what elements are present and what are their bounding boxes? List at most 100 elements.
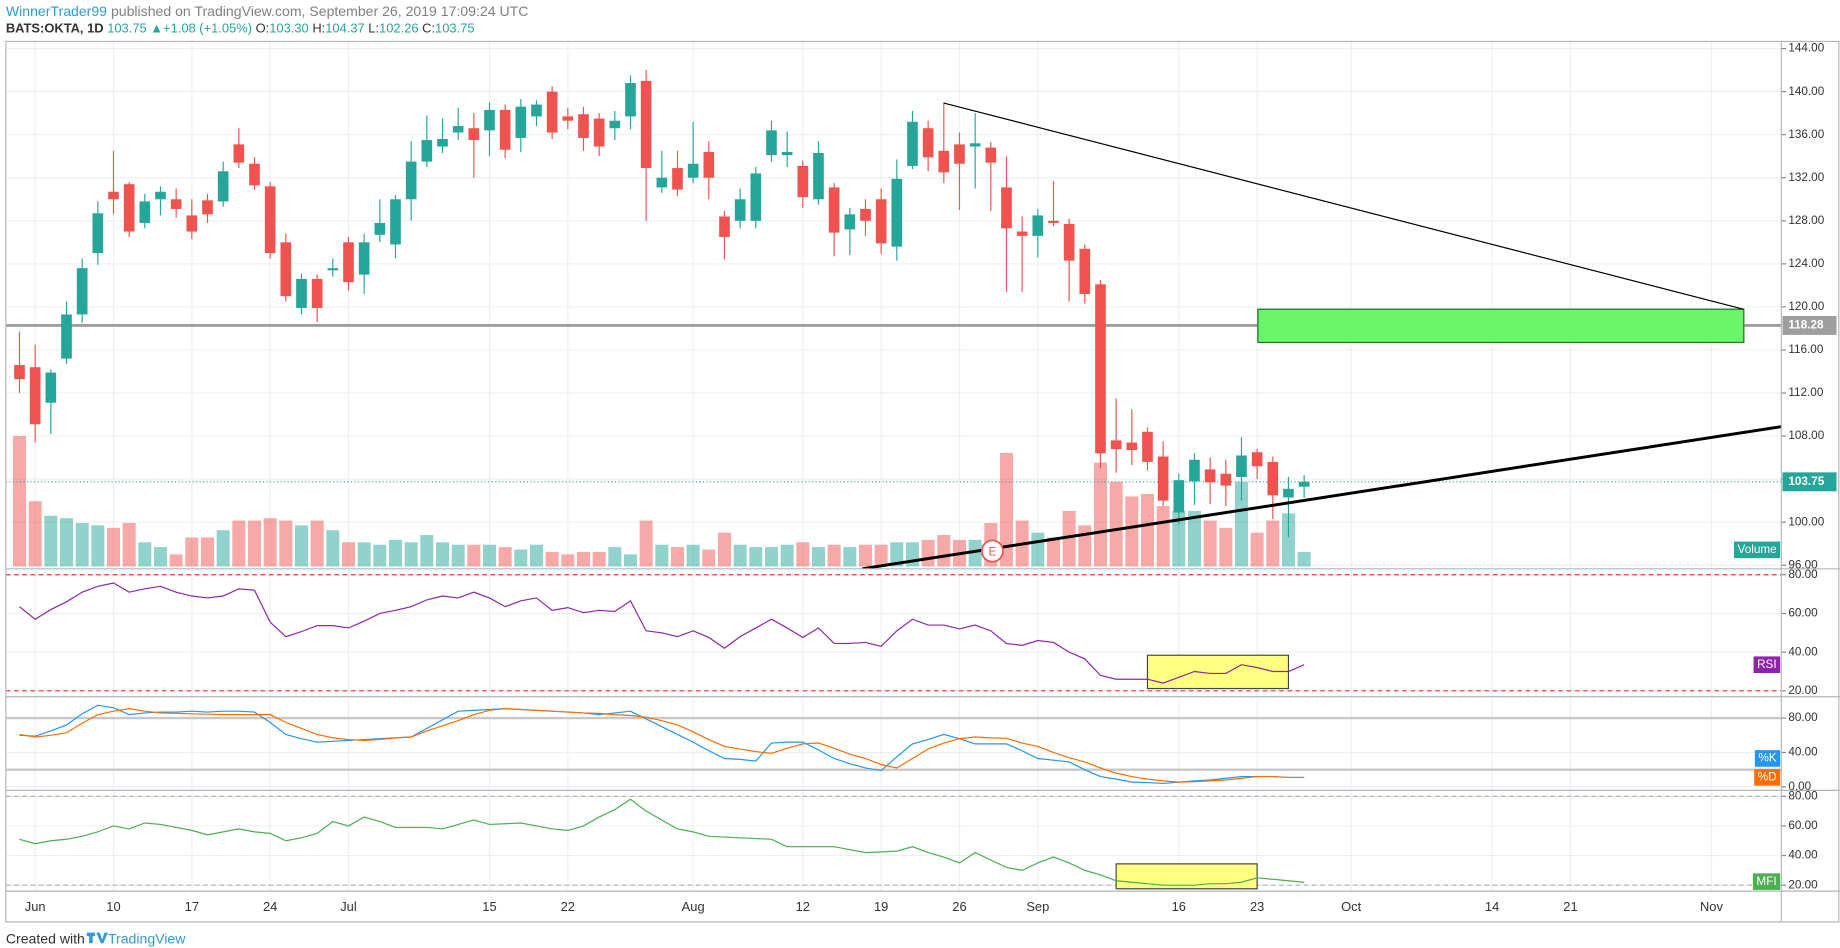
candle-body [609, 120, 621, 129]
candle-body [1267, 461, 1279, 496]
y-tick-label: 136.00 [1788, 128, 1824, 141]
x-tick-label: 17 [185, 899, 199, 914]
candle-body [108, 191, 119, 200]
candle-body [374, 222, 386, 235]
candle-body [875, 199, 887, 244]
volume-bar [717, 532, 731, 567]
volume-bar [968, 539, 982, 567]
volume-bar [326, 530, 340, 567]
volume-bar [1172, 510, 1186, 567]
candle-body [734, 199, 746, 221]
volume-bar [874, 544, 888, 567]
candle-body [954, 144, 965, 164]
volume-bar [1125, 496, 1139, 567]
candle-body [625, 83, 636, 117]
last-price: 103.75 [107, 21, 146, 36]
volume-bar [200, 537, 214, 567]
candle-body [844, 214, 856, 230]
candle-body [390, 199, 401, 245]
indicator-line [19, 704, 1305, 785]
volume-bar [263, 518, 277, 567]
trend-line [862, 425, 1782, 569]
volume-bar [780, 544, 794, 567]
volume-bar [106, 527, 120, 567]
candle-body [327, 268, 339, 271]
candle-body [719, 216, 730, 237]
volume-bar [216, 530, 230, 567]
ohlc-value: 103.75 [435, 21, 474, 36]
footer-brand[interactable]: TradingView [108, 930, 186, 946]
candle-body [76, 268, 88, 315]
volume-bar [1250, 532, 1264, 567]
candle-body [1142, 431, 1153, 462]
candle-body [969, 143, 981, 147]
volume-bar [169, 554, 183, 567]
ohlc-key: O: [256, 21, 270, 36]
volume-bar [28, 501, 42, 567]
change: +1.08 (+1.05%) [163, 21, 252, 36]
y-tick-label: 144.00 [1788, 42, 1824, 55]
candle-body [1095, 284, 1106, 454]
y-tick-label: 120.00 [1788, 300, 1824, 313]
series-tag: %K [1758, 752, 1776, 765]
symbol: BATS:OKTA, 1D [6, 21, 104, 36]
candle-body [1048, 220, 1059, 223]
x-tick-label: Jun [25, 899, 46, 914]
x-tick-label: 10 [106, 899, 120, 914]
volume-bar [1140, 494, 1154, 567]
author[interactable]: WinnerTrader99 [6, 3, 107, 19]
tradingview-logo[interactable]: TradingView [86, 930, 186, 946]
volume-bar [341, 542, 355, 567]
volume-bar [921, 539, 935, 567]
candle-body [860, 208, 871, 221]
volume-bar [91, 525, 105, 567]
x-tick-label: 26 [952, 899, 966, 914]
y-tick-label: 132.00 [1788, 171, 1824, 184]
candle-body [891, 178, 903, 247]
candle-body [343, 242, 354, 283]
logo-icon[interactable] [86, 932, 108, 944]
volume-bar [529, 544, 543, 567]
y-tick-label: 116.00 [1788, 343, 1823, 356]
candle-body [358, 242, 370, 275]
candle-body [123, 184, 135, 232]
candle-body [217, 171, 229, 202]
volume-bar [545, 551, 559, 567]
candle-body [437, 138, 448, 147]
y-tick-label: 40.00 [1788, 746, 1818, 759]
candle-body [1016, 231, 1028, 236]
volume-bar [451, 544, 465, 567]
price-tag: 118.28 [1788, 319, 1824, 332]
candle-body [249, 163, 260, 186]
volume-bar [185, 537, 199, 567]
y-tick-label: 112.00 [1788, 386, 1823, 399]
x-tick-label: 16 [1172, 899, 1186, 914]
volume-bar [482, 544, 496, 567]
candle-body [672, 168, 683, 190]
volume-bar [827, 544, 841, 567]
panel-0 [5, 41, 1782, 569]
candle-body [484, 109, 495, 131]
x-tick-label: 23 [1250, 899, 1264, 914]
candle-body [1110, 440, 1122, 449]
volume-bar [733, 544, 747, 567]
price-tag-bg [1782, 315, 1837, 335]
volume-bar [608, 547, 622, 567]
x-tick-label: Jul [340, 899, 357, 914]
x-tick-label: Oct [1341, 899, 1361, 914]
y-tick-label: 40.00 [1788, 849, 1818, 862]
y-tick-label: 124.00 [1788, 257, 1824, 270]
candle-body [922, 128, 934, 158]
x-tick-label: Sep [1026, 899, 1049, 914]
volume-bar [749, 547, 763, 567]
candle-body [531, 104, 542, 117]
x-tick-label: 12 [796, 899, 810, 914]
volume-bar [623, 554, 637, 567]
indicator-line [19, 708, 1305, 783]
volume-bar [1297, 551, 1311, 567]
candle-body [202, 200, 213, 215]
chart-frame [5, 40, 1840, 923]
candle-body [1204, 469, 1216, 483]
candle-body [766, 130, 777, 156]
